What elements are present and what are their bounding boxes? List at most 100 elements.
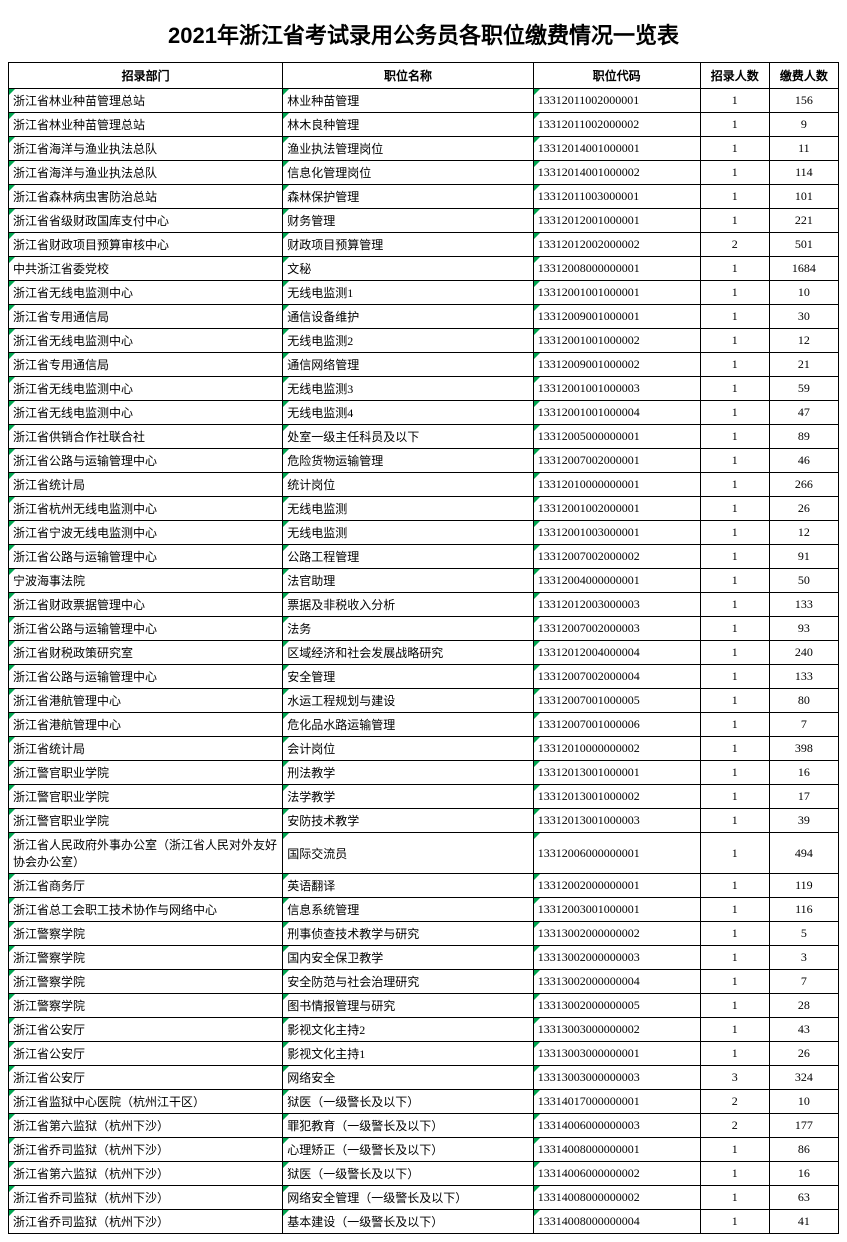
cell-code: 13312007002000002 <box>533 545 700 569</box>
cell-position: 基本建设（一级警长及以下） <box>283 1210 533 1234</box>
cell-paid: 119 <box>769 874 838 898</box>
cell-code: 13312001002000001 <box>533 497 700 521</box>
cell-code: 13313002000000005 <box>533 994 700 1018</box>
cell-position: 处室一级主任科员及以下 <box>283 425 533 449</box>
header-code: 职位代码 <box>533 63 700 89</box>
cell-code: 13312001001000001 <box>533 281 700 305</box>
cell-code: 13314006000000003 <box>533 1114 700 1138</box>
cell-paid: 28 <box>769 994 838 1018</box>
cell-department: 浙江省公路与运输管理中心 <box>9 617 283 641</box>
cell-code: 13312007002000003 <box>533 617 700 641</box>
cell-recruit: 1 <box>700 1138 769 1162</box>
cell-code: 13314008000000002 <box>533 1186 700 1210</box>
cell-recruit: 1 <box>700 569 769 593</box>
cell-department: 浙江警察学院 <box>9 970 283 994</box>
cell-department: 浙江省无线电监测中心 <box>9 329 283 353</box>
table-row: 浙江省第六监狱（杭州下沙）狱医（一级警长及以下）1331400600000000… <box>9 1162 839 1186</box>
cell-department: 浙江省公路与运输管理中心 <box>9 449 283 473</box>
cell-position: 票据及非税收入分析 <box>283 593 533 617</box>
cell-paid: 240 <box>769 641 838 665</box>
cell-recruit: 1 <box>700 994 769 1018</box>
cell-recruit: 2 <box>700 1114 769 1138</box>
cell-department: 浙江省无线电监测中心 <box>9 401 283 425</box>
table-row: 浙江省公路与运输管理中心危险货物运输管理13312007002000001146 <box>9 449 839 473</box>
cell-department: 浙江省统计局 <box>9 473 283 497</box>
cell-paid: 494 <box>769 833 838 874</box>
cell-code: 13312010000000002 <box>533 737 700 761</box>
cell-paid: 46 <box>769 449 838 473</box>
cell-recruit: 1 <box>700 257 769 281</box>
cell-recruit: 1 <box>700 1162 769 1186</box>
cell-recruit: 1 <box>700 353 769 377</box>
cell-paid: 80 <box>769 689 838 713</box>
cell-code: 13312004000000001 <box>533 569 700 593</box>
cell-recruit: 1 <box>700 874 769 898</box>
cell-paid: 41 <box>769 1210 838 1234</box>
cell-position: 文秘 <box>283 257 533 281</box>
cell-department: 浙江省公路与运输管理中心 <box>9 665 283 689</box>
cell-code: 13313003000000003 <box>533 1066 700 1090</box>
cell-department: 浙江省第六监狱（杭州下沙） <box>9 1162 283 1186</box>
cell-recruit: 1 <box>700 946 769 970</box>
cell-department: 浙江省专用通信局 <box>9 353 283 377</box>
table-row: 浙江警察学院图书情报管理与研究13313002000000005128 <box>9 994 839 1018</box>
table-row: 浙江警察学院国内安全保卫教学1331300200000000313 <box>9 946 839 970</box>
table-row: 浙江省乔司监狱（杭州下沙）网络安全管理（一级警长及以下）133140080000… <box>9 1186 839 1210</box>
cell-department: 浙江省总工会职工技术协作与网络中心 <box>9 898 283 922</box>
cell-recruit: 1 <box>700 137 769 161</box>
cell-position: 信息系统管理 <box>283 898 533 922</box>
cell-code: 13312008000000001 <box>533 257 700 281</box>
cell-recruit: 1 <box>700 665 769 689</box>
cell-recruit: 1 <box>700 185 769 209</box>
cell-code: 13312001001000003 <box>533 377 700 401</box>
cell-position: 安防技术教学 <box>283 809 533 833</box>
cell-department: 浙江省港航管理中心 <box>9 689 283 713</box>
cell-paid: 21 <box>769 353 838 377</box>
cell-code: 13312002000000001 <box>533 874 700 898</box>
cell-position: 林木良种管理 <box>283 113 533 137</box>
cell-department: 浙江省公安厅 <box>9 1042 283 1066</box>
page-title: 2021年浙江省考试录用公务员各职位缴费情况一览表 <box>8 8 839 62</box>
cell-position: 危化品水路运输管理 <box>283 713 533 737</box>
cell-code: 13313002000000004 <box>533 970 700 994</box>
cell-paid: 11 <box>769 137 838 161</box>
cell-department: 浙江省统计局 <box>9 737 283 761</box>
cell-paid: 398 <box>769 737 838 761</box>
cell-paid: 12 <box>769 329 838 353</box>
cell-department: 浙江省杭州无线电监测中心 <box>9 497 283 521</box>
cell-recruit: 1 <box>700 970 769 994</box>
cell-recruit: 1 <box>700 713 769 737</box>
cell-position: 危险货物运输管理 <box>283 449 533 473</box>
cell-recruit: 1 <box>700 113 769 137</box>
cell-paid: 91 <box>769 545 838 569</box>
cell-position: 统计岗位 <box>283 473 533 497</box>
cell-department: 浙江省宁波无线电监测中心 <box>9 521 283 545</box>
cell-code: 13312014001000002 <box>533 161 700 185</box>
table-row: 浙江省供销合作社联合社处室一级主任科员及以下133120050000000011… <box>9 425 839 449</box>
cell-position: 林业种苗管理 <box>283 89 533 113</box>
cell-department: 浙江警察学院 <box>9 946 283 970</box>
table-row: 宁波海事法院法官助理13312004000000001150 <box>9 569 839 593</box>
cell-position: 国内安全保卫教学 <box>283 946 533 970</box>
table-row: 浙江省财税政策研究室区域经济和社会发展战略研究13312012004000004… <box>9 641 839 665</box>
cell-code: 13312013001000003 <box>533 809 700 833</box>
cell-code: 13312011002000002 <box>533 113 700 137</box>
cell-department: 浙江省乔司监狱（杭州下沙） <box>9 1210 283 1234</box>
cell-paid: 47 <box>769 401 838 425</box>
cell-recruit: 1 <box>700 898 769 922</box>
cell-department: 浙江省乔司监狱（杭州下沙） <box>9 1186 283 1210</box>
cell-recruit: 1 <box>700 161 769 185</box>
cell-paid: 17 <box>769 785 838 809</box>
cell-position: 刑法教学 <box>283 761 533 785</box>
cell-code: 13312012001000001 <box>533 209 700 233</box>
header-recruit: 招录人数 <box>700 63 769 89</box>
cell-paid: 3 <box>769 946 838 970</box>
cell-position: 狱医（一级警长及以下） <box>283 1090 533 1114</box>
cell-department: 浙江省供销合作社联合社 <box>9 425 283 449</box>
cell-position: 法官助理 <box>283 569 533 593</box>
cell-position: 财政项目预算管理 <box>283 233 533 257</box>
cell-department: 浙江警官职业学院 <box>9 785 283 809</box>
table-header-row: 招录部门 职位名称 职位代码 招录人数 缴费人数 <box>9 63 839 89</box>
cell-recruit: 1 <box>700 305 769 329</box>
cell-position: 英语翻译 <box>283 874 533 898</box>
